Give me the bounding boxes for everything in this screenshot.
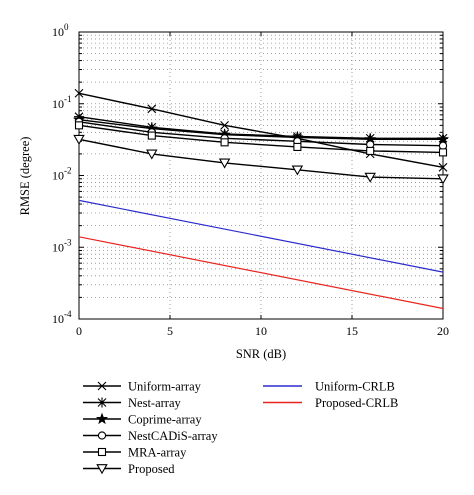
legend-label: Coprime-array (128, 413, 202, 427)
y-tick-label: 100 (52, 22, 69, 39)
series-line (78, 92, 444, 168)
series-proposed-crlb (78, 236, 444, 310)
legend-marker (96, 464, 108, 475)
y-tick-label: 10-4 (52, 309, 72, 326)
legend-label: Proposed-CRLB (315, 396, 398, 410)
x-tick-label: 20 (437, 324, 449, 338)
x-tick-label: 5 (167, 324, 173, 338)
legend-item: Nest-array (83, 396, 181, 410)
data-point (437, 174, 449, 185)
legend-marker (97, 381, 107, 391)
data-point (220, 120, 229, 130)
legend-label: Proposed (128, 462, 175, 476)
legend-marker (97, 447, 107, 457)
legend-item: Coprime-array (83, 413, 202, 427)
legend-item: Uniform-array (83, 380, 202, 394)
x-tick-label: 15 (346, 324, 358, 338)
data-point (438, 148, 448, 157)
y-tick-label: 10-1 (52, 94, 72, 111)
legend-item: NestCADiS-array (83, 429, 218, 443)
legend-label: Uniform-CRLB (315, 380, 395, 394)
series-mra-array (74, 121, 448, 157)
legend-item: Proposed (83, 462, 175, 476)
series-line (78, 119, 443, 141)
axis-ticks (78, 31, 444, 320)
legend-marker (95, 412, 109, 425)
data-point (74, 121, 84, 130)
data-point (146, 149, 158, 160)
legend-item: Proposed-CRLB (263, 396, 398, 410)
y-tick-labels: 100 10-1 10-2 10-3 10-4 (52, 22, 72, 326)
legend-label: Uniform-array (128, 380, 202, 394)
legend-marker (97, 397, 107, 408)
x-tick-labels: 0 5 10 15 20 (76, 324, 449, 338)
data-point (73, 134, 85, 145)
data-point (147, 131, 156, 140)
legend-item: MRA-array (83, 446, 187, 460)
data-point (147, 104, 157, 114)
data-point (438, 141, 448, 150)
series-proposed (73, 134, 449, 185)
series-line (78, 236, 444, 310)
series-line (78, 138, 444, 180)
data-point (438, 162, 448, 172)
data-point (293, 142, 302, 151)
grid-lines (78, 32, 444, 320)
data-point (436, 132, 450, 145)
y-tick-label: 10-2 (52, 166, 72, 183)
series-uniform-crlb (78, 199, 444, 273)
legend-marker (97, 431, 107, 440)
data-point (74, 88, 84, 98)
legend-item: Uniform-CRLB (263, 380, 395, 394)
data-point (366, 146, 375, 155)
series-layer (72, 88, 450, 310)
legend-label: NestCADiS-array (128, 429, 218, 443)
series-uniform-array (74, 88, 448, 172)
x-tick-label: 0 (76, 324, 82, 338)
x-tick-label: 10 (255, 324, 267, 338)
y-axis-label: RMSE (degree) (18, 137, 32, 216)
legend-label: Nest-array (128, 396, 181, 410)
legend-label: MRA-array (128, 446, 187, 460)
series-line (78, 116, 443, 140)
y-tick-label: 10-3 (52, 237, 72, 254)
data-point (220, 138, 229, 147)
data-point (364, 172, 376, 183)
data-point (218, 158, 231, 169)
data-point (291, 165, 304, 176)
plot-frame (78, 31, 444, 320)
series-line (78, 199, 444, 273)
x-axis-label: SNR (dB) (236, 347, 286, 361)
series-line (78, 121, 444, 147)
series-line (78, 124, 444, 154)
legend: Uniform-array Nest-array Coprime-array Nest… (83, 380, 398, 476)
